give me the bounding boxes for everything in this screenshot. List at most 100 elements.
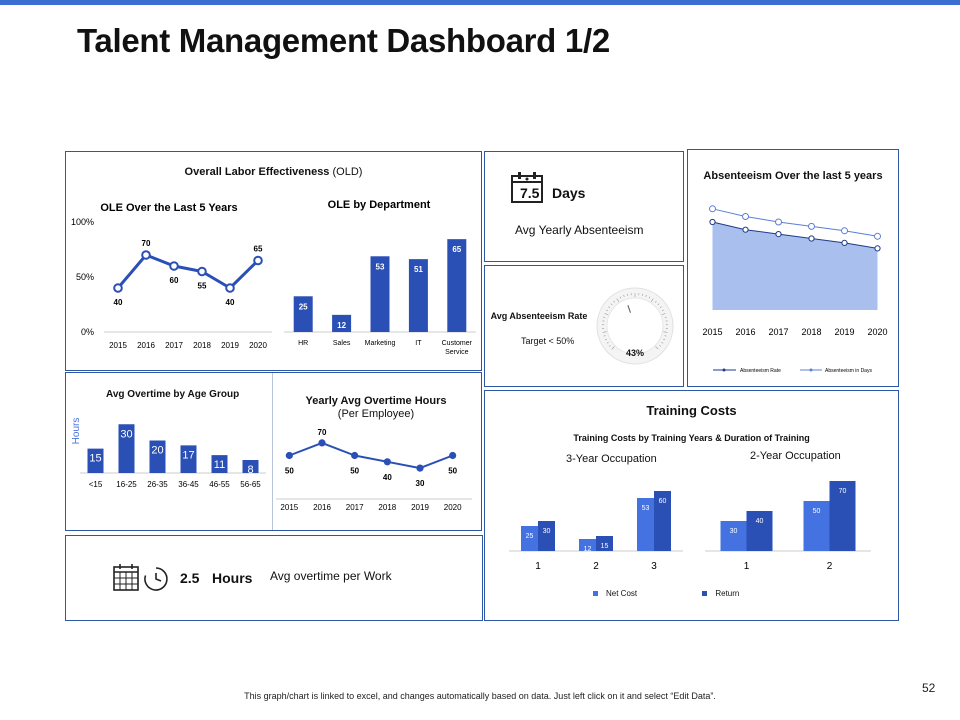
overtime-age-x-tick: 16-25 (116, 480, 137, 489)
footnote: This graph/chart is linked to excel, and… (244, 691, 716, 701)
ole-dept-x-tick: Service (445, 349, 468, 356)
absenteeism-trend-chart: 2015 2016 2017 2018 2019 2020 Absenteeism Rate… (702, 205, 888, 374)
training-3yr-chart: 25 30 1 12 15 2 53 60 3 (509, 491, 683, 572)
ole-years-chart: OLE Over the Last 5 Years 0% 50% 100% 40 2015… (71, 202, 272, 350)
overtime-yearly-data-label: 40 (383, 473, 392, 482)
overtime-age-bar (242, 460, 259, 473)
legend-swatch-return (702, 591, 708, 596)
absenteeism-x-tick: 2016 (735, 327, 755, 337)
gauge-tick (663, 338, 666, 341)
overtime-kpi-value: 2.5 (180, 570, 200, 586)
absenteeism-rate-point (808, 235, 815, 242)
gauge-tick (606, 341, 609, 344)
overtime-yearly-x-tick: 2016 (313, 503, 331, 512)
absenteeism-rate-point (874, 245, 881, 252)
legend-swatch-net-cost (593, 591, 598, 596)
absenteeism-area (712, 222, 878, 310)
overtime-age-data-label: 11 (214, 459, 225, 471)
gauge-tick (663, 331, 668, 333)
overtime-yearly-data-label: 50 (285, 467, 294, 476)
training-2yr-x-tick: 2 (827, 561, 833, 572)
absenteeism-trend-panel: Absenteeism Over the last 5 years 2015 20… (687, 149, 899, 387)
ole-years-data-label: 40 (226, 298, 235, 307)
ole-years-title: OLE Over the Last 5 Years (100, 202, 237, 214)
overtime-age-data-label: 20 (151, 445, 163, 457)
training-2yr-bar (720, 521, 747, 551)
ole-dept-data-label: 12 (337, 321, 346, 330)
overtime-yearly-x-tick: 2018 (378, 503, 396, 512)
overtime-divider (272, 373, 273, 530)
absenteeism-kpi-label: Avg Yearly Absenteeism (515, 223, 644, 237)
training-3yr-data-label: 53 (642, 505, 650, 512)
overtime-panel: Avg Overtime by Age Group Hours 15 <15 30 16… (65, 372, 482, 531)
gauge-tick (645, 294, 647, 298)
absenteeism-days-point (808, 222, 815, 230)
gauge-tick (608, 344, 611, 347)
ole-dept-data-label: 65 (452, 245, 461, 254)
gauge-tick (603, 335, 606, 337)
training-panel-title: Training Costs (646, 403, 737, 418)
training-3yr-data-label: 25 (526, 533, 534, 540)
training-3yr-bar (637, 498, 654, 551)
overtime-age-data-label: 30 (120, 428, 132, 440)
gauge-tick (655, 346, 659, 350)
absenteeism-days-point (742, 213, 749, 220)
ole-years-point (253, 255, 263, 266)
ole-years-point (113, 283, 123, 293)
overtime-yearly-point (351, 451, 359, 460)
gauge-tick (604, 338, 607, 341)
absenteeism-rate-point (742, 226, 749, 233)
ole-years-x-tick: 2017 (165, 341, 183, 350)
absenteeism-days-line (712, 208, 878, 237)
overtime-yearly-point (416, 464, 424, 472)
overtime-age-ylabel: Hours (71, 418, 82, 445)
overtime-yearly-subtitle: (Per Employee) (337, 408, 415, 420)
overtime-age-x-tick: 46-55 (209, 480, 230, 489)
gauge-tick (664, 316, 667, 318)
calendar-grid-icon (113, 564, 139, 591)
top-accent-bar (0, 0, 960, 5)
overtime-age-data-label: 15 (89, 453, 101, 465)
ole-dept-title: OLE by Department (328, 199, 431, 211)
page-title: Talent Management Dashboard 1/2 (77, 22, 610, 59)
ole-dept-bar (332, 314, 352, 332)
gauge-tick (654, 300, 657, 303)
training-2yr-data-label: 40 (756, 518, 764, 525)
overtime-age-title: Avg Overtime by Age Group (106, 389, 240, 400)
training-chart-title: Training Costs by Training Years & Durat… (573, 433, 810, 443)
gauge-tick (604, 313, 609, 316)
overtime-age-bar (180, 445, 197, 473)
gauge-needle (627, 305, 631, 313)
training-legend: Net Cost Return (593, 589, 739, 598)
training-3yr-x-tick: 1 (535, 561, 541, 572)
absenteeism-kpi-unit: Days (552, 185, 586, 201)
overtime-age-x-tick: 26-35 (147, 480, 168, 489)
overtime-kpi-panel: 2.5 Hours Avg overtime per Work (65, 535, 483, 621)
ole-years-x-tick: 2019 (221, 341, 239, 350)
absenteeism-rate-panel: Avg Absenteeism Rate Target < 50% 43% (484, 265, 684, 387)
ole-dept-x-tick: Marketing (365, 340, 396, 347)
ole-years-x-tick: 2015 (109, 341, 127, 350)
gauge-tick (623, 294, 625, 298)
training-3yr-data-label: 12 (584, 546, 592, 553)
labor-effectiveness-panel: Overall Labor Effectiveness (OLD) OLE Ov… (65, 151, 482, 371)
absenteeism-gauge-value: 43% (626, 348, 645, 358)
absenteeism-rate-title: Avg Absenteeism Rate (490, 311, 588, 321)
training-3yr-bar (654, 491, 671, 551)
absenteeism-rate-point (841, 239, 848, 247)
gauge-tick (610, 303, 613, 306)
ole-years-x-tick: 2020 (249, 341, 267, 350)
absenteeism-days-point (775, 218, 782, 226)
page-number: 52 (922, 681, 936, 695)
ole-years-point (141, 250, 151, 260)
absenteeism-trend-title-text: Absenteeism Over the last 5 years (703, 170, 883, 182)
overtime-yearly-point (318, 439, 326, 447)
overtime-age-bar (87, 448, 104, 473)
ole-dept-chart: OLE by Department 25 HR 12 Sales 53 Marketing 5… (284, 199, 476, 356)
gauge-tick (613, 300, 616, 303)
training-3yr-data-label: 30 (543, 528, 551, 535)
overtime-age-bar (149, 440, 166, 473)
training-2yr-data-label: 30 (730, 528, 738, 535)
overtime-yearly-point (449, 451, 457, 460)
gauge-tick (619, 296, 622, 299)
